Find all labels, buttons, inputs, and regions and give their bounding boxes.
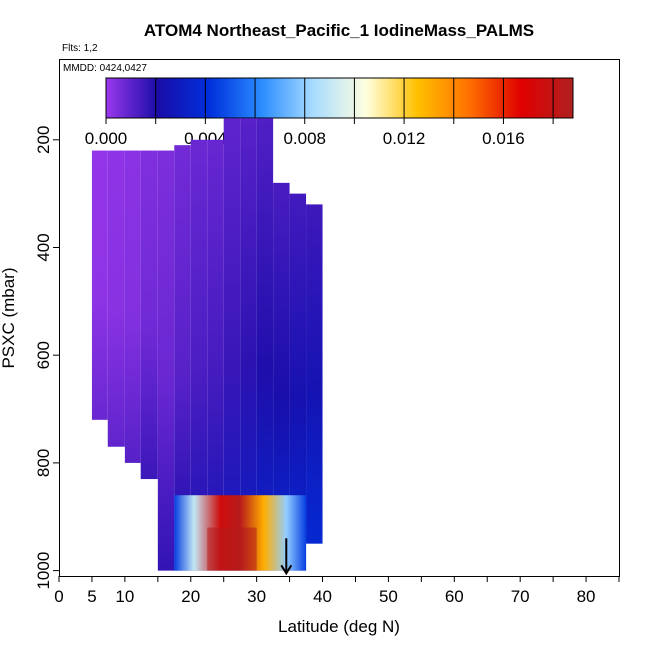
heatmap-column <box>157 150 175 571</box>
heatmap-column <box>223 118 241 571</box>
x-tick-label: 30 <box>247 587 266 606</box>
heatmap-column <box>256 118 274 571</box>
y-axis: 200 400 600 800 1000 <box>34 126 59 590</box>
colorbar-tick-label: 0.008 <box>283 129 326 148</box>
x-tick-label: 20 <box>181 587 200 606</box>
heatmap-column <box>190 139 208 571</box>
chart-title: ATOM4 Northeast_Pacific_1 IodineMass_PAL… <box>144 21 534 40</box>
y-axis-label: PSXC (mbar) <box>0 267 18 368</box>
y-tick-label: 400 <box>34 233 53 261</box>
x-tick-label: 0 <box>54 587 63 606</box>
x-tick-label: 5 <box>87 587 96 606</box>
heatmap-column <box>107 150 125 447</box>
x-tick-label: 60 <box>445 587 464 606</box>
plot-frame <box>59 59 620 577</box>
x-tick-label: 80 <box>577 587 596 606</box>
heatmap-column <box>207 139 224 571</box>
colorbar: 0.000 0.004 0.008 0.012 0.016 <box>85 77 574 148</box>
x-tick-label: 40 <box>313 587 332 606</box>
heatmap-field <box>91 118 323 576</box>
x-axis: 0 5 10 20 30 40 50 60 70 80 <box>54 576 620 606</box>
colorbar-tick-label: 0.016 <box>482 129 525 148</box>
colorbar-gradient <box>105 77 574 119</box>
heatmap-column <box>124 150 141 463</box>
location-arrow-head <box>280 564 293 576</box>
y-tick-label: 600 <box>34 341 53 369</box>
colorbar-tick-label: 0.000 <box>85 129 128 148</box>
x-tick-label: 70 <box>511 587 530 606</box>
heatmap-column <box>289 193 307 571</box>
y-tick-label: 200 <box>34 126 53 154</box>
heatmap-column <box>91 150 108 420</box>
y-tick-label: 800 <box>34 449 53 477</box>
heatmap-column <box>306 204 323 544</box>
flights-annotation: Flts: 1,2 <box>62 43 98 54</box>
x-tick-label: 10 <box>115 587 134 606</box>
x-axis-label: Latitude (deg N) <box>278 617 400 636</box>
heatmap-column <box>140 150 158 480</box>
heatmap-column <box>174 145 191 571</box>
x-tick-label: 50 <box>379 587 398 606</box>
peak-region <box>207 527 257 571</box>
colorbar-tick-label: 0.012 <box>383 129 426 148</box>
y-tick-label: 1000 <box>34 552 53 590</box>
heatmap-column <box>240 118 257 571</box>
heatmap-column <box>273 182 290 571</box>
dates-annotation: MMDD: 0424,0427 <box>63 63 147 74</box>
